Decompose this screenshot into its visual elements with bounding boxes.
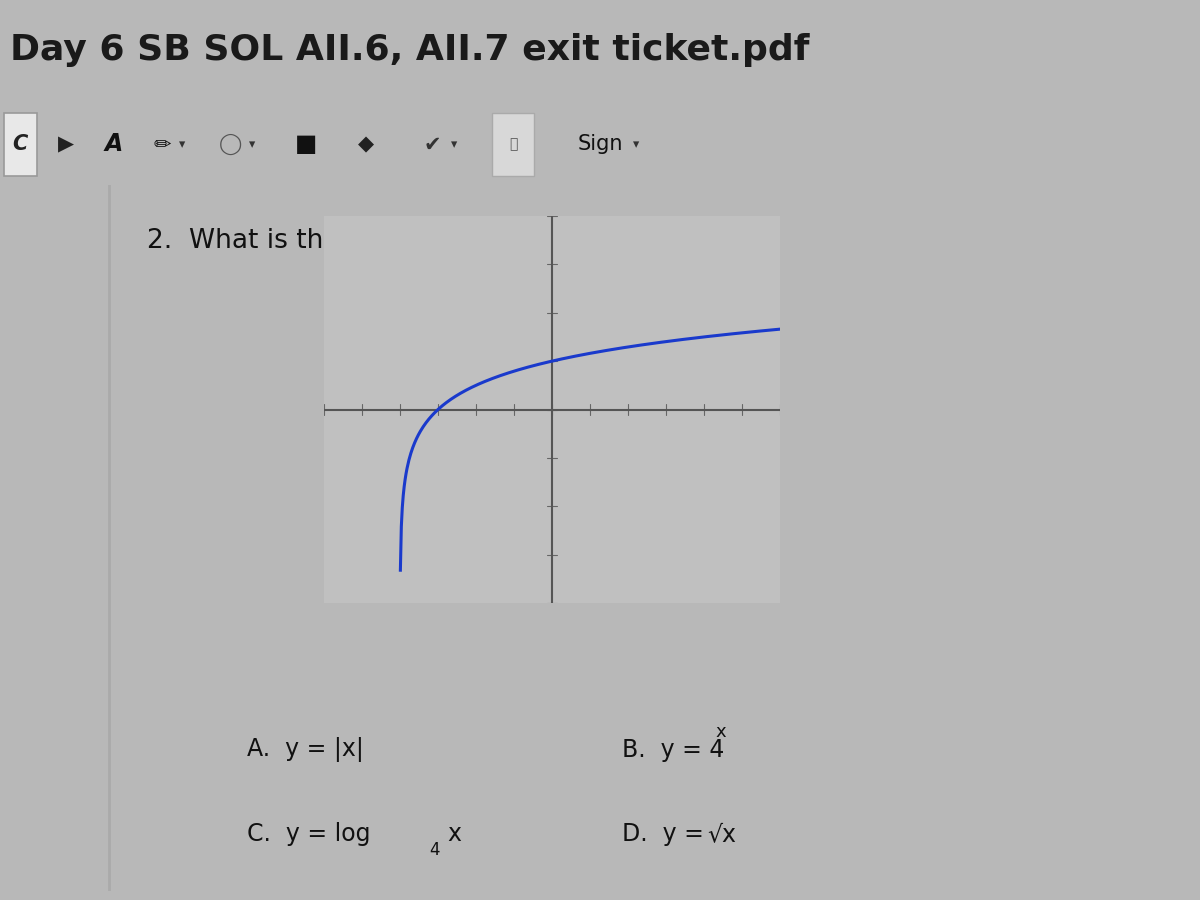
Text: ▾: ▾: [179, 138, 186, 151]
Text: B.  y = 4: B. y = 4: [622, 738, 725, 761]
Text: x: x: [716, 723, 726, 741]
Text: 4: 4: [428, 841, 439, 859]
Text: ◆: ◆: [358, 134, 374, 155]
Text: Day 6 SB SOL AII.6, AII.7 exit ticket.pdf: Day 6 SB SOL AII.6, AII.7 exit ticket.pd…: [10, 32, 809, 67]
Text: Sign: Sign: [577, 134, 623, 155]
Text: ▾: ▾: [450, 138, 457, 151]
Text: x: x: [448, 823, 462, 847]
Text: ■: ■: [295, 132, 317, 157]
Text: ✏: ✏: [154, 134, 170, 155]
Text: D.  y =: D. y =: [622, 823, 712, 847]
Text: √x: √x: [707, 823, 736, 847]
Text: ⬜: ⬜: [509, 138, 517, 151]
Text: 2.  What is the parent function for this graph?: 2. What is the parent function for this …: [148, 228, 752, 254]
Text: ▶: ▶: [58, 134, 74, 155]
Text: C.  y = log: C. y = log: [247, 823, 371, 847]
Text: ▾: ▾: [248, 138, 256, 151]
Text: C: C: [13, 134, 28, 155]
FancyBboxPatch shape: [492, 112, 534, 176]
Text: ▾: ▾: [632, 138, 640, 151]
Text: ✔: ✔: [424, 134, 440, 155]
Text: A.  y = |x|: A. y = |x|: [247, 737, 364, 762]
FancyBboxPatch shape: [4, 112, 37, 176]
Text: ◯: ◯: [218, 134, 242, 155]
Text: A: A: [104, 132, 124, 157]
